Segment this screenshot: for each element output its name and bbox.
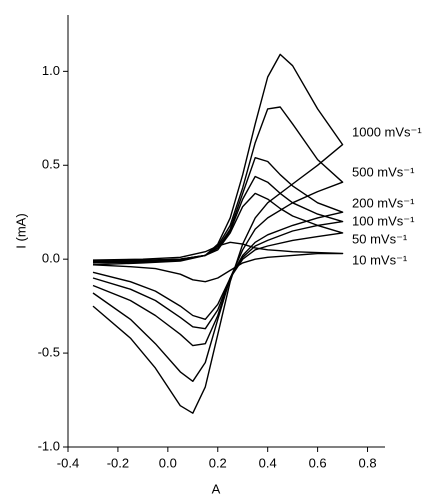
series-label: 50 mVs⁻¹ [352,231,408,246]
y-tick-label: 1.0 [42,63,60,78]
y-tick-label: 0.0 [42,251,60,266]
y-tick-label: 0.5 [42,157,60,172]
x-tick-label: 0.4 [259,455,277,470]
y-axis-label: I (mA) [13,213,28,248]
x-tick-label: 0.2 [209,455,227,470]
series-label: 100 mVs⁻¹ [352,213,415,228]
series-label: 10 mVs⁻¹ [352,252,408,267]
series-label: 500 mVs⁻¹ [352,164,415,179]
cv-curve [92,53,344,414]
series-label: 1000 mVs⁻¹ [352,124,422,139]
x-tick-label: -0.2 [107,455,129,470]
x-tick-label: 0.0 [159,455,177,470]
y-tick-label: -1.0 [38,438,60,453]
series-label: 200 mVs⁻¹ [352,195,415,210]
cv-curve [92,106,344,382]
cv-curve [92,241,344,283]
cv-curve [92,192,344,320]
y-tick-label: -0.5 [38,345,60,360]
x-tick-label: -0.4 [57,455,79,470]
x-tick-label: 0.8 [358,455,376,470]
x-tick-label: 0.6 [309,455,327,470]
x-axis-label: A [212,481,221,496]
